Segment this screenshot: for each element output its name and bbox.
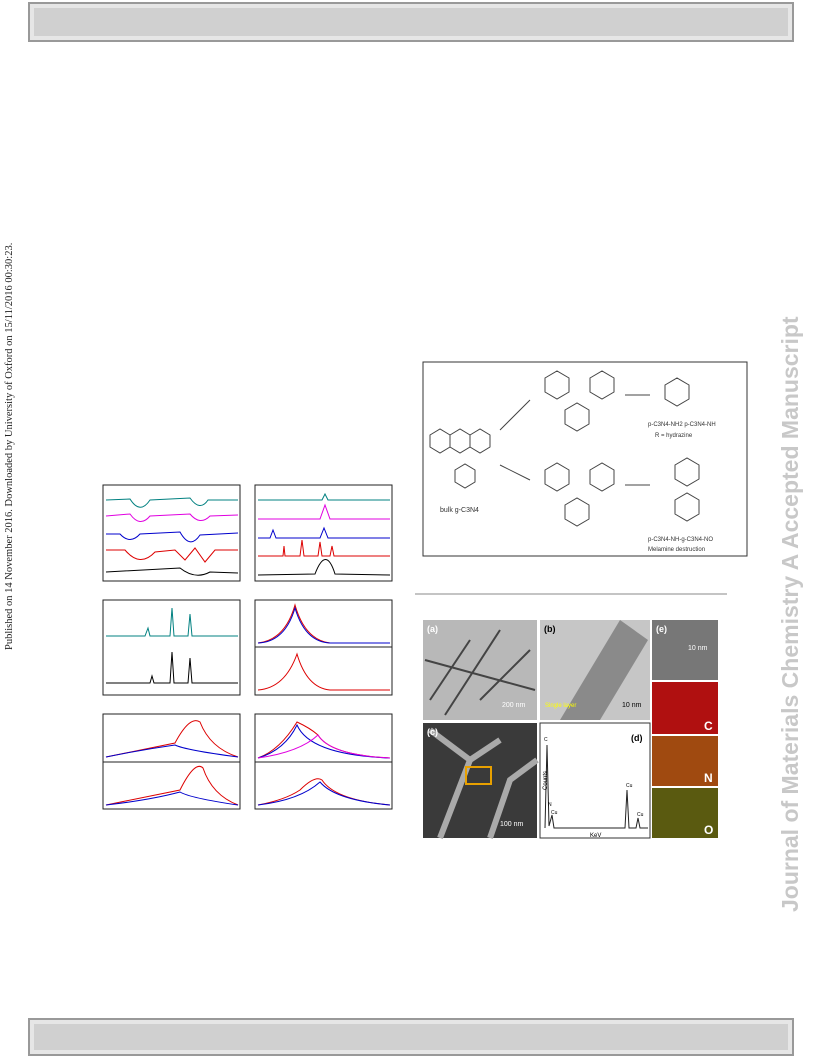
plot-curves — [105, 492, 391, 806]
element-label: N — [704, 771, 713, 785]
map-n — [652, 736, 718, 786]
header-bar — [28, 2, 794, 42]
eds-spectrum — [544, 744, 648, 829]
image-c-fibers — [428, 727, 539, 840]
scheme-label: p-C3N4-NH-g-C3N4-NO — [648, 537, 713, 543]
panel-label: (d) — [631, 733, 643, 743]
eds-peak: Cu — [551, 810, 558, 816]
eds-axis-label: Counts — [543, 771, 549, 790]
eds-peak: Cu — [637, 812, 644, 818]
scheme-label: p-C3N4-NH2 p-C3N4-NH — [648, 422, 716, 428]
image-e — [652, 620, 718, 680]
image-c-box — [465, 766, 492, 785]
eds-peak: Cu — [626, 783, 633, 789]
element-label: C — [704, 719, 713, 733]
scheme-frame — [422, 361, 748, 557]
panel-label: (c) — [427, 727, 438, 737]
panel-label: (a) — [427, 624, 438, 634]
scale-label: 100 nm — [500, 821, 524, 828]
panel-labels: (a) (b) (c) (d) (e) — [427, 624, 667, 743]
panel-label: (b) — [544, 624, 556, 634]
scheme-label: bulk g-C3N4 — [440, 507, 479, 514]
scale-label: 10 nm — [688, 645, 708, 652]
image-d — [539, 722, 651, 839]
map-c — [652, 682, 718, 734]
plot-frames — [102, 484, 393, 810]
map-o — [652, 788, 718, 838]
footer-bar — [28, 1018, 794, 1056]
scheme-structures — [429, 370, 700, 527]
scale-label: 10 nm — [622, 702, 642, 709]
image-a-fibers — [424, 629, 536, 716]
scheme-label: Melamine destruction — [648, 547, 705, 553]
eds-peak: N — [548, 802, 552, 808]
scale-label: 200 nm — [502, 702, 526, 709]
element-label: O — [704, 823, 713, 837]
panel-label: (e) — [656, 624, 667, 634]
eds-peak: C — [544, 737, 548, 743]
image-a — [423, 620, 537, 720]
scheme-label: R = hydrazine — [655, 433, 693, 439]
annotation: Single layer — [545, 703, 576, 709]
eds-axis-label: KeV — [590, 833, 601, 839]
image-b-sheet — [560, 620, 648, 720]
